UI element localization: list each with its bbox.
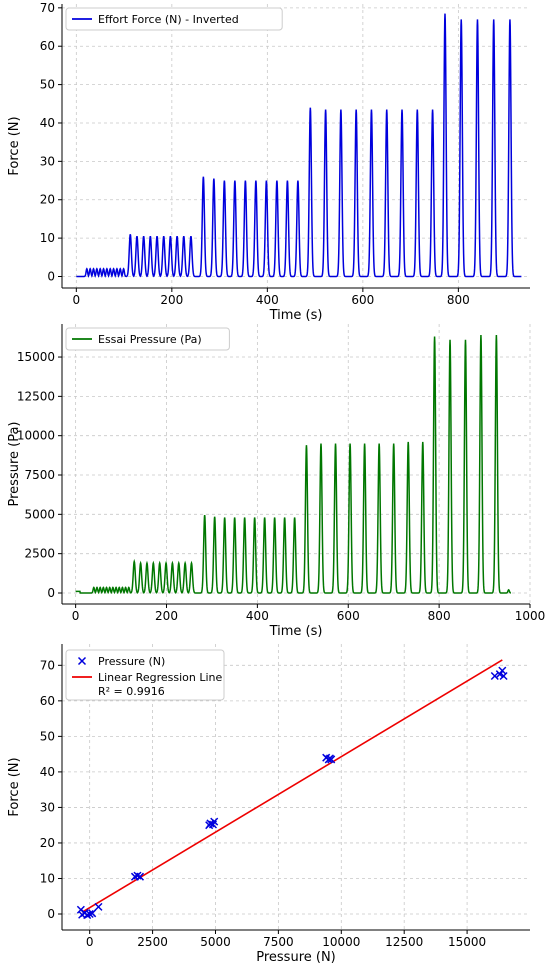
x-tick-label: 400 <box>256 293 279 307</box>
y-tick-label: 0 <box>47 586 55 600</box>
legend-marker <box>77 656 87 666</box>
x-tick-label: 800 <box>447 293 470 307</box>
legend-box <box>65 649 225 701</box>
y-tick-label: 30 <box>40 800 55 814</box>
y-axis-title: Force (N) <box>7 757 22 816</box>
x-tick-label: 0 <box>72 609 80 623</box>
y-tick-label: 7500 <box>24 468 55 482</box>
x-tick-label: 0 <box>73 293 81 307</box>
y-tick-label: 20 <box>40 836 55 850</box>
x-tick-label: 200 <box>160 293 183 307</box>
legend-label-r2: R² = 0.9916 <box>98 685 165 698</box>
y-tick-label: 60 <box>40 39 55 53</box>
legend-label-scatter: Pressure (N) <box>98 655 165 668</box>
regression-line <box>81 659 503 913</box>
y-tick-label: 70 <box>40 658 55 672</box>
x-tick-label: 1000 <box>515 609 546 623</box>
y-tick-label: 40 <box>40 765 55 779</box>
legend: Essai Pressure (Pa) <box>65 327 230 351</box>
y-tick-label: 12500 <box>17 389 55 403</box>
legend-box <box>65 327 230 351</box>
x-tick-label: 800 <box>428 609 451 623</box>
x-tick-label: 5000 <box>200 935 231 949</box>
y-tick-label: 10000 <box>17 429 55 443</box>
y-tick-label: 0 <box>47 269 55 283</box>
scatter-point <box>210 817 219 826</box>
scatter-point <box>327 755 336 764</box>
scatter-point <box>94 902 103 911</box>
y-tick-label: 0 <box>47 907 55 921</box>
legend-box <box>65 7 283 31</box>
y-axis-title: Force (N) <box>7 116 22 175</box>
x-tick-label: 600 <box>337 609 360 623</box>
y-tick-label: 40 <box>40 116 55 130</box>
legend-label: Essai Pressure (Pa) <box>98 333 202 346</box>
x-tick-label: 12500 <box>385 935 423 949</box>
scatter-point <box>85 909 94 919</box>
x-tick-label: 7500 <box>263 935 294 949</box>
scatter-point <box>490 671 499 681</box>
y-tick-label: 20 <box>40 193 55 207</box>
y-tick-label: 15000 <box>17 350 55 364</box>
scatter-point <box>83 911 92 920</box>
x-tick-label: 15000 <box>448 935 486 949</box>
x-axis-title: Time (s) <box>269 624 323 639</box>
legend-label-regression: Linear Regression Line <box>98 671 223 684</box>
x-axis-title: Pressure (N) <box>256 950 336 965</box>
y-tick-label: 50 <box>40 729 55 743</box>
y-tick-label: 10 <box>40 231 55 245</box>
y-tick-label: 60 <box>40 694 55 708</box>
y-tick-label: 50 <box>40 78 55 92</box>
x-tick-label: 10000 <box>322 935 360 949</box>
y-tick-label: 10 <box>40 871 55 885</box>
series-line <box>75 334 512 595</box>
scatter-point <box>499 671 508 681</box>
chart-panel-3: 0 2500 5000 7500 10000 12500 15000 0 10 20 30 40 50 6… <box>7 644 530 965</box>
series-line <box>76 13 522 278</box>
legend-label: Effort Force (N) - Inverted <box>98 13 239 26</box>
x-axis-title: Time (s) <box>269 308 323 323</box>
x-tick-label: 200 <box>155 609 178 623</box>
legend: Effort Force (N) - Inverted <box>65 7 283 31</box>
x-tick-label: 400 <box>246 609 269 623</box>
x-tick-label: 600 <box>351 293 374 307</box>
y-tick-label: 30 <box>40 154 55 168</box>
scatter-point <box>88 909 97 918</box>
scatter-point <box>133 871 142 880</box>
scatter-point <box>135 872 145 881</box>
x-tick-label: 0 <box>86 935 94 949</box>
chart-panel-2: 0 200 400 600 800 100002500500075001000012500… <box>7 324 545 639</box>
y-tick-label: 5000 <box>24 507 55 521</box>
y-axis-title: Pressure (Pa) <box>7 421 22 506</box>
y-tick-label: 2500 <box>24 547 55 561</box>
chart-panel-1: 0 200 400 600 800 0 10 20 30 40 50 60 70 Time (s) Forc… <box>7 1 530 323</box>
y-tick-label: 70 <box>40 1 55 15</box>
x-tick-label: 2500 <box>137 935 168 949</box>
